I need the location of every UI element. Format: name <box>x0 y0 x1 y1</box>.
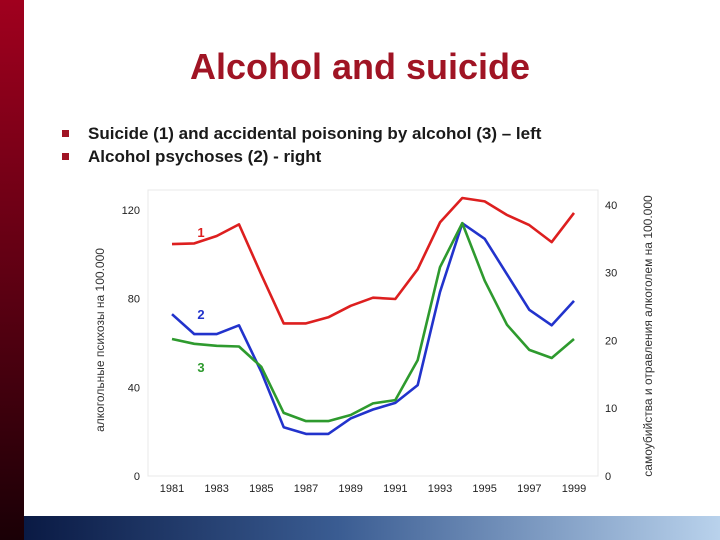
bullet-square-icon <box>62 153 69 160</box>
x-tick-label: 1983 <box>204 483 228 495</box>
x-tick-label: 1991 <box>383 483 407 495</box>
series-2-label: 2 <box>197 307 204 322</box>
bullet-item: Alcohol psychoses (2) - right <box>60 145 541 168</box>
left-axis-label: алкогольные психозы на 100.000 <box>93 248 107 432</box>
series-1-label: 1 <box>197 225 204 240</box>
right-tick-label: 10 <box>605 403 617 415</box>
bottom-accent-bar <box>24 516 720 540</box>
slide-title: Alcohol and suicide <box>189 46 531 87</box>
bullet-item: Suicide (1) and accidental poisoning by … <box>60 122 541 145</box>
left-tick-label: 40 <box>128 382 140 394</box>
bullet-text: Alcohol psychoses (2) - right <box>88 147 322 166</box>
x-tick-label: 1997 <box>517 483 541 495</box>
left-tick-label: 120 <box>122 205 140 217</box>
series-3-line <box>171 221 575 423</box>
left-tick-label: 80 <box>128 294 140 306</box>
series-1-line <box>171 196 576 325</box>
right-tick-label: 40 <box>605 200 617 212</box>
right-tick-label: 20 <box>605 335 617 347</box>
bullet-square-icon <box>62 130 69 137</box>
x-tick-label: 1999 <box>562 483 586 495</box>
x-tick-label: 1987 <box>294 483 318 495</box>
right-axis-label: самоубийства и отравления алкоголем на 1… <box>641 195 655 477</box>
bullet-text: Suicide (1) and accidental poisoning by … <box>88 124 542 143</box>
side-accent-bar <box>0 0 24 540</box>
x-tick-label: 1993 <box>428 483 452 495</box>
x-tick-label: 1989 <box>338 483 362 495</box>
left-tick-label: 0 <box>134 471 140 483</box>
x-tick-label: 1995 <box>472 483 496 495</box>
series-3-label: 3 <box>197 360 204 375</box>
x-tick-label: 1985 <box>249 483 273 495</box>
right-tick-label: 30 <box>605 268 617 280</box>
right-tick-label: 0 <box>605 471 611 483</box>
bullet-list: Suicide (1) and accidental poisoning by … <box>60 122 541 168</box>
series-2-line <box>171 222 575 436</box>
x-tick-label: 1981 <box>160 483 184 495</box>
